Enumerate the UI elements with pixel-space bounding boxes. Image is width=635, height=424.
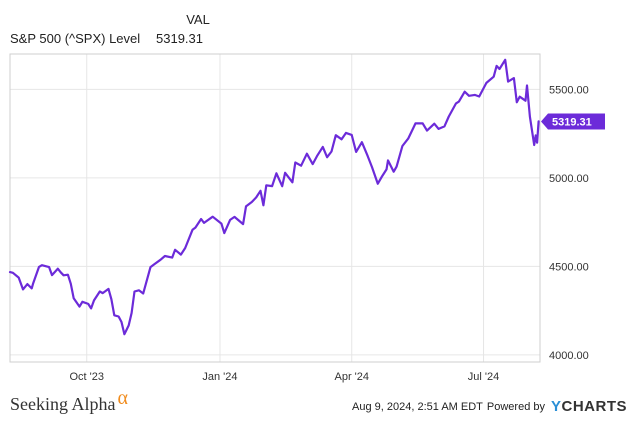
plot-frame xyxy=(9,53,541,363)
powered-by-label: Powered by xyxy=(486,400,545,413)
x-tick-label: Apr '24 xyxy=(334,371,369,383)
y-gridlines xyxy=(10,88,540,356)
legend-value-header: VAL xyxy=(186,12,210,27)
last-value-badge xyxy=(541,113,605,130)
last-value-label: 5319.31 xyxy=(552,116,592,128)
legend-series-label: S&P 500 (^SPX) Level xyxy=(10,31,141,46)
alpha-icon: α xyxy=(117,387,128,409)
x-gridlines xyxy=(86,54,485,362)
attribution: Aug 9, 2024, 2:51 AM EDT Powered by YCHA… xyxy=(352,398,627,415)
x-tick-label: Jul '24 xyxy=(468,371,499,383)
brand-name: Seeking Alpha xyxy=(10,394,116,414)
ycharts-y-icon: Y xyxy=(550,398,562,415)
ycharts-name: CHARTS xyxy=(561,398,627,415)
x-tick-label: Oct '23 xyxy=(69,371,104,383)
y-tick-label: 5000.00 xyxy=(549,173,589,185)
y-tick-label: 4000.00 xyxy=(549,350,589,362)
seeking-alpha-logo[interactable]: Seeking Alpha α xyxy=(10,387,128,416)
y-tick-label: 5500.00 xyxy=(549,84,589,96)
y-tick-label: 4500.00 xyxy=(549,261,589,273)
last-value-marker: 5319.31 xyxy=(541,113,605,130)
series-line-spx xyxy=(8,58,540,336)
x-tick-labels: Oct '23 Jan '24 Apr '24 Jul '24 xyxy=(69,371,499,383)
timestamp: Aug 9, 2024, 2:51 AM EDT xyxy=(352,400,483,413)
legend-series-value: 5319.31 xyxy=(156,31,203,46)
y-tick-labels: 4000.00 4500.00 5000.00 5500.00 xyxy=(549,84,589,362)
x-tick-label: Jan '24 xyxy=(202,371,237,383)
line-chart: 4000.00 4500.00 5000.00 5500.00 Oct '23 Jan … xyxy=(8,53,605,383)
ycharts-logo[interactable]: YCHARTS xyxy=(551,398,627,415)
